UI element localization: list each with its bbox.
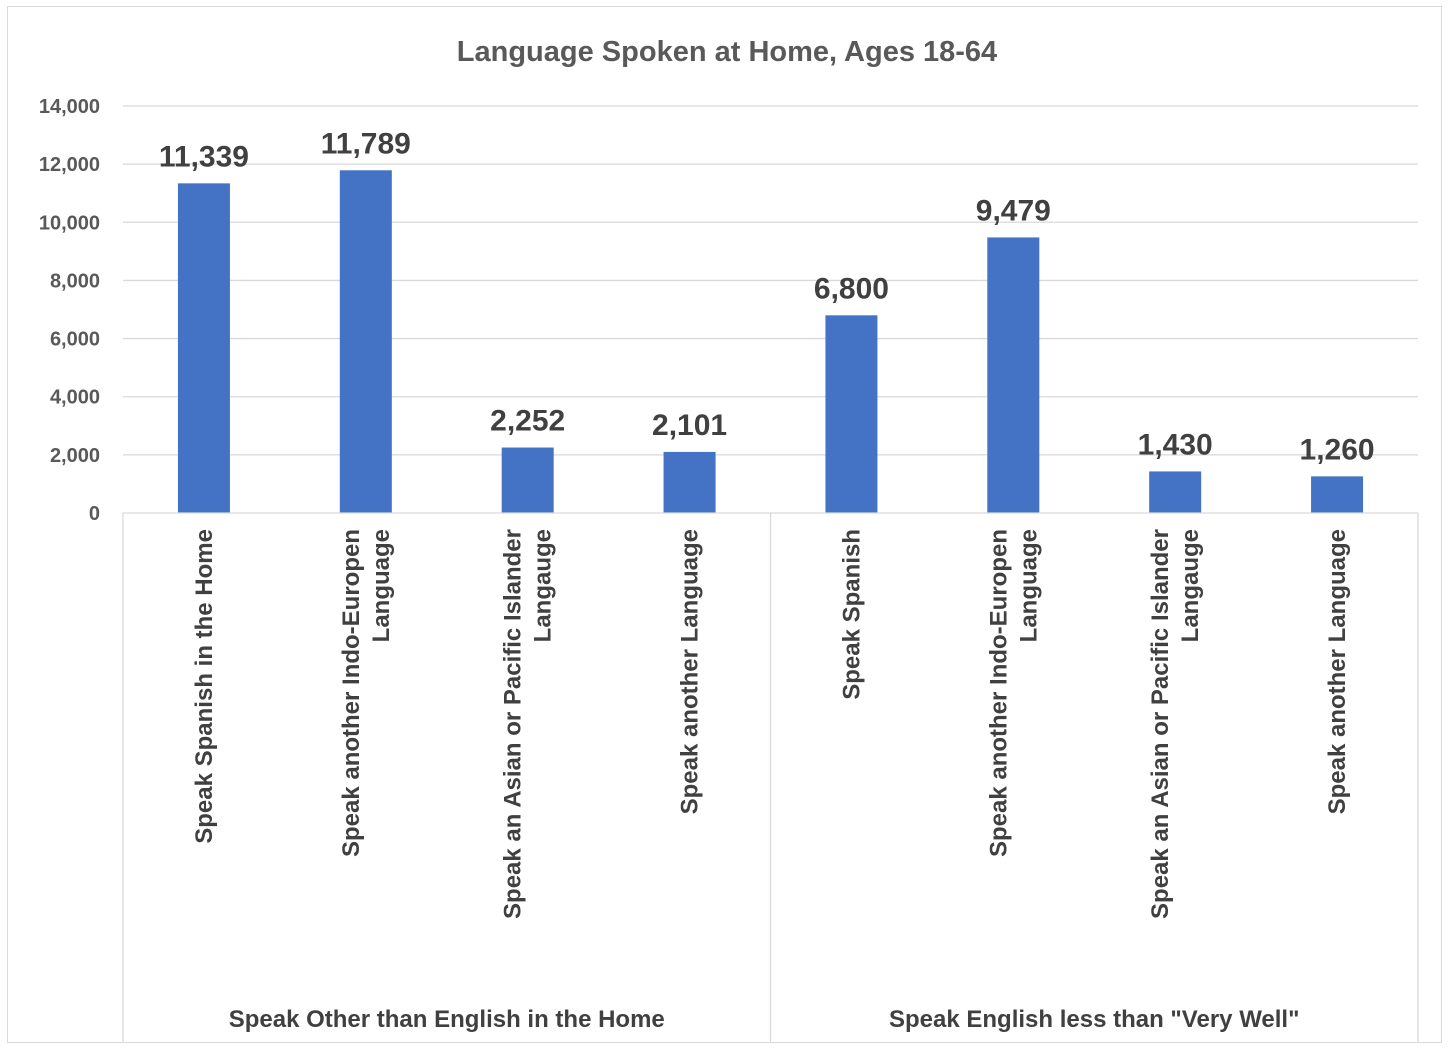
- bar: [663, 451, 716, 513]
- x-tick-label-line: Language: [1015, 529, 1042, 642]
- x-tick-label-line: Speak another Indo-Europen: [985, 529, 1012, 857]
- bar: [177, 183, 230, 513]
- data-label: 6,800: [814, 272, 889, 305]
- x-tick-label: Speak another Indo-Europen Language: [985, 529, 1042, 857]
- x-tick-label-line: Speak another Language: [677, 529, 704, 814]
- data-label: 2,101: [652, 409, 727, 442]
- x-tick-label-line: Language: [368, 529, 395, 642]
- bar: [987, 237, 1040, 513]
- chart-title: Language Spoken at Home, Ages 18-64: [457, 36, 997, 68]
- data-label: 11,339: [159, 140, 249, 173]
- x-tick-label: Speak Spanish in the Home: [191, 529, 218, 844]
- x-tick-label: Speak an Asian or Pacific Islander Langau…: [500, 529, 557, 919]
- group-label: Speak Other than English in the Home: [229, 1006, 665, 1033]
- bar: [501, 447, 554, 513]
- x-tick-label-line: Speak an Asian or Pacific Islander: [1147, 529, 1174, 919]
- x-tick-label-line: Speak an Asian or Pacific Islander: [500, 529, 527, 919]
- x-tick-label-line: Speak Spanish in the Home: [191, 529, 218, 844]
- bar: [1149, 471, 1202, 513]
- y-tick-label: 2,000: [50, 445, 100, 467]
- data-label: 9,479: [976, 194, 1051, 227]
- data-label: 1,260: [1300, 433, 1375, 466]
- y-tick-label: 10,000: [39, 212, 100, 234]
- x-tick-label: Speak another Language: [677, 529, 704, 814]
- x-tick-label-line: Langauge: [530, 529, 557, 642]
- x-tick-label: Speak Spanish: [838, 529, 865, 700]
- x-tick-label-line: Speak Spanish: [838, 529, 865, 700]
- x-tick-label: Speak another Indo-Europen Language: [338, 529, 395, 857]
- bar: [339, 170, 392, 514]
- y-tick-label: 12,000: [39, 154, 100, 176]
- gridlines: [123, 105, 1418, 456]
- y-axis: 0 2,000 4,000 6,000 8,000 10,000 12,000 14,000: [39, 96, 100, 525]
- y-tick-label: 6,000: [50, 329, 100, 351]
- bar: [825, 315, 878, 513]
- data-label: 11,789: [321, 127, 411, 160]
- bars: [177, 170, 1364, 514]
- y-tick-label: 4,000: [50, 387, 100, 409]
- x-tick-label-line: Langauge: [1177, 529, 1204, 642]
- bar: [1311, 476, 1364, 513]
- data-label: 1,430: [1138, 428, 1213, 461]
- x-tick-label: Speak another Language: [1324, 529, 1351, 814]
- x-tick-label-line: Speak another Language: [1324, 529, 1351, 814]
- x-tick-label: Speak an Asian or Pacific Islander Langau…: [1147, 529, 1204, 919]
- y-tick-label: 0: [89, 503, 100, 525]
- data-labels: 11,339 11,789 2,252 2,101 6,800 9,479 1,430 1,2…: [159, 127, 1375, 466]
- y-tick-label: 8,000: [50, 270, 100, 292]
- x-tick-label-line: Speak another Indo-Europen: [338, 529, 365, 857]
- data-label: 2,252: [490, 405, 565, 438]
- x-axis: Speak Spanish in the Home Speak another I…: [122, 512, 1419, 1043]
- group-label: Speak English less than "Very Well": [889, 1006, 1299, 1033]
- chart-frame: [7, 6, 1442, 1043]
- y-tick-label: 14,000: [39, 96, 100, 118]
